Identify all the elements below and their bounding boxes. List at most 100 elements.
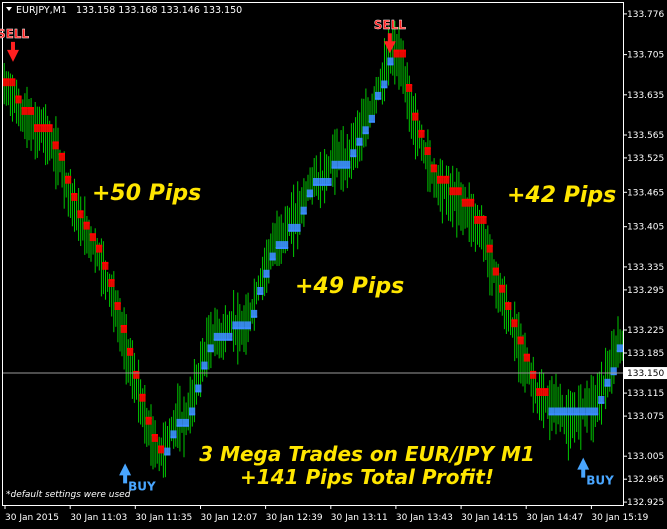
trend-step <box>182 418 189 426</box>
trend-step <box>27 108 34 115</box>
trend-step <box>486 245 493 253</box>
trend-step <box>449 188 456 196</box>
trend-step <box>480 217 487 224</box>
trend-step <box>269 252 276 260</box>
trend-step <box>499 285 506 293</box>
y-axis: 133.776 133.705 133.635 133.565 133.525 133.4… <box>623 10 664 508</box>
footnote: *default settings were used <box>6 490 131 500</box>
trend-step <box>517 337 524 345</box>
trend-step <box>313 178 320 185</box>
summary-line-1: 3 Mega Trades on EUR/JPY M1 <box>199 442 535 466</box>
trend-step <box>15 96 22 104</box>
summary-line-2: +141 Pips Total Profit! <box>240 465 494 489</box>
trend-step <box>356 137 363 145</box>
trend-step <box>610 367 617 375</box>
pips-annotation-3: +42 Pips <box>507 183 616 208</box>
trend-step <box>34 125 41 133</box>
y-tick-label: 133.115 <box>627 389 664 399</box>
trend-step <box>542 389 549 396</box>
y-tick-label: 132.965 <box>627 475 664 485</box>
y-tick-label: 133.295 <box>627 286 664 296</box>
sell-arrow-icon <box>383 33 396 54</box>
trend-step <box>468 199 475 207</box>
trend-step <box>461 199 468 207</box>
trend-step <box>127 348 134 356</box>
trend-step <box>455 188 462 196</box>
pips-annotation-1: +50 Pips <box>92 181 201 206</box>
trend-step <box>83 222 90 230</box>
trend-step <box>220 332 227 340</box>
trend-step <box>393 50 400 58</box>
trend-step <box>71 194 78 201</box>
trend-step <box>145 417 152 425</box>
y-tick-label: 133.525 <box>627 154 664 164</box>
buy-arrow-icon <box>119 463 132 484</box>
trend-step <box>548 407 555 415</box>
trend-step <box>195 384 202 392</box>
y-tick-label: 133.635 <box>627 91 664 101</box>
trend-step <box>399 50 406 58</box>
trend-step <box>77 211 84 219</box>
x-tick-label: 30 Jan 11:03 <box>70 513 127 523</box>
x-tick-label: 30 Jan 2015 <box>5 513 59 523</box>
y-tick-label: 133.185 <box>627 349 664 359</box>
trend-step <box>344 160 351 168</box>
trend-step <box>598 396 605 403</box>
trend-step <box>511 320 518 328</box>
trend-step <box>89 234 96 242</box>
trend-step <box>406 85 413 92</box>
trend-step <box>418 130 425 138</box>
trend-step <box>437 176 444 184</box>
x-tick-label: 30 Jan 12:39 <box>266 513 323 523</box>
trend-step <box>585 407 592 415</box>
y-tick-label: 133.005 <box>627 452 664 462</box>
trend-step <box>158 446 165 454</box>
trend-step <box>251 309 258 317</box>
trend-step <box>275 241 282 248</box>
trend-indicator <box>3 49 623 456</box>
trend-step <box>120 326 127 333</box>
trend-step <box>282 241 289 248</box>
x-tick-label: 30 Jan 13:11 <box>331 513 388 523</box>
y-tick-label: 133.705 <box>627 51 664 61</box>
trend-step <box>362 126 369 134</box>
y-tick-label: 133.405 <box>627 223 664 233</box>
trend-step <box>523 354 530 362</box>
current-price-tag-bg <box>624 367 667 380</box>
sell-signal-label: SELL <box>374 18 406 32</box>
y-tick-label: 133.565 <box>627 131 664 141</box>
y-tick-label: 133.075 <box>627 412 664 422</box>
trend-step <box>58 153 65 161</box>
trend-step <box>579 407 586 415</box>
x-tick-label: 30 Jan 11:35 <box>135 513 192 523</box>
current-price-tag: 133.150 <box>624 367 667 380</box>
trend-step <box>170 430 177 438</box>
trend-step <box>430 165 437 173</box>
trend-step <box>65 176 72 184</box>
trend-step <box>350 149 357 157</box>
trend-step <box>238 321 245 329</box>
trend-step <box>319 178 326 185</box>
trend-step <box>201 361 208 369</box>
trend-step <box>412 113 419 121</box>
trend-step <box>207 344 214 352</box>
trend-step <box>554 407 561 415</box>
trend-step <box>21 108 28 115</box>
chart-header-symbol: EURJPY,M1 <box>16 5 67 16</box>
x-tick-label: 30 Jan 14:47 <box>526 513 583 523</box>
trend-step <box>102 262 109 270</box>
sell-arrow-icon <box>7 41 19 62</box>
x-tick-label: 30 Jan 14:15 <box>461 513 518 523</box>
trend-step <box>381 80 388 88</box>
trend-step <box>492 268 499 276</box>
trend-step <box>176 418 183 426</box>
trend-step <box>263 269 270 277</box>
chart-menu-icon[interactable] <box>6 7 12 11</box>
trend-step <box>337 160 344 168</box>
trend-step <box>561 407 568 415</box>
trend-step <box>300 206 307 214</box>
y-tick-label: 133.776 <box>627 10 664 20</box>
trend-step <box>232 321 239 329</box>
x-axis: 30 Jan 2015 30 Jan 11:03 30 Jan 11:35 30 Ja… <box>4 505 649 523</box>
